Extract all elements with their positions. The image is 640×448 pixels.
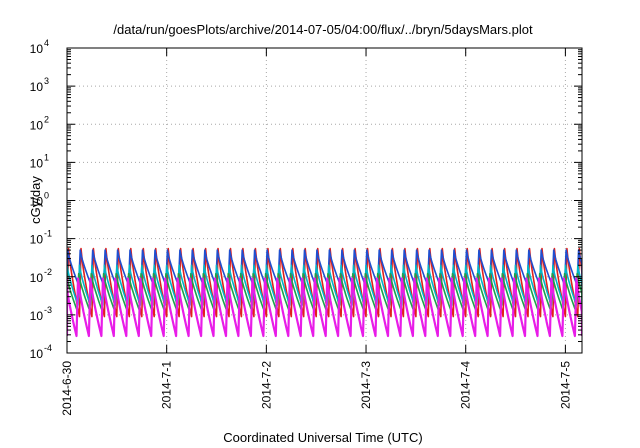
y-tick-label: 10 [30,195,44,209]
y-tick-exponent: 2 [44,114,49,124]
y-tick-exponent: -3 [44,305,52,315]
y-tick-label: 10 [30,80,44,94]
x-tick-label: 2014-7-4 [459,361,473,409]
y-tick-exponent: 1 [44,152,49,162]
y-tick-exponent: -1 [44,229,52,239]
y-axis-label: cGy/day [28,176,43,224]
series-line [67,247,582,318]
x-tick-label: 2014-6-30 [60,361,74,416]
y-tick-exponent: 3 [44,76,49,86]
x-tick-label: 2014-7-1 [160,361,174,409]
y-tick-label: 10 [30,271,44,285]
y-tick-label: 10 [30,156,44,170]
y-tick-label: 10 [30,233,44,247]
plot-frame [66,47,583,354]
x-tick-label: 2014-7-2 [259,361,273,409]
x-axis-label: Coordinated Universal Time (UTC) [223,430,422,445]
y-tick-label: 10 [30,42,44,56]
y-tick-label: 10 [30,309,44,323]
x-tick-label: 2014-7-5 [558,361,572,409]
y-tick-label: 10 [30,118,44,132]
y-tick-label: 10 [30,347,44,361]
y-tick-exponent: -2 [44,267,52,277]
series-group [67,247,582,338]
series-line [67,277,582,338]
y-tick-exponent: -4 [44,343,52,353]
chart-title: /data/run/goesPlots/archive/2014-07-05/0… [113,22,533,37]
y-tick-exponent: 0 [44,191,49,201]
x-tick-label: 2014-7-3 [359,361,373,409]
y-tick-exponent: 4 [44,38,49,48]
